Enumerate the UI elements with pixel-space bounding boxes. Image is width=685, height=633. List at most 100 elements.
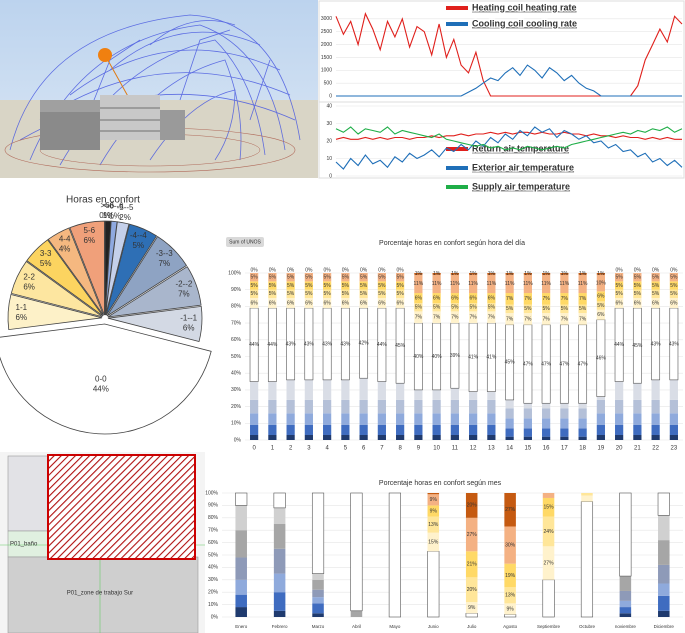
bar-segment: [359, 298, 368, 309]
x-tick-label: Mayo: [389, 624, 401, 629]
pie-slice: [0, 323, 212, 435]
x-tick-label: Abril: [352, 624, 361, 629]
slice-category: -3--3: [156, 249, 173, 258]
bar-segment: [249, 307, 259, 382]
data-label: 5%: [378, 283, 386, 289]
data-label: 40%: [413, 354, 424, 360]
bar-segment: [669, 413, 678, 425]
bar-segment: [235, 492, 248, 506]
bar-segment: [469, 293, 478, 304]
bar-segment: [487, 399, 496, 414]
data-label: 7%: [415, 315, 423, 321]
data-label: 47%: [578, 361, 589, 367]
pie-slice: [47, 227, 104, 316]
bar-segment: [268, 434, 277, 440]
data-label: 5%: [634, 283, 642, 289]
data-label: 7%: [488, 315, 496, 321]
slice-category: 2-2: [23, 272, 35, 281]
bar-segment: [350, 492, 363, 612]
bar-segment: [578, 403, 587, 409]
y-tick-label: 80%: [231, 304, 242, 310]
data-label: 1%: [543, 271, 551, 277]
slice-label: 5%: [40, 259, 52, 268]
data-label: 11%: [450, 281, 460, 287]
data-label: 7%: [543, 296, 551, 302]
data-label: 0%: [378, 267, 386, 273]
data-label: 43%: [322, 341, 333, 347]
bar-segment: [542, 497, 555, 517]
bar-segment: [619, 590, 632, 601]
bar-segment: [268, 273, 277, 282]
bar-segment: [633, 281, 642, 290]
bar-segment: [304, 424, 313, 435]
y-tick-label: 20%: [231, 404, 242, 410]
bar-segment: [596, 301, 605, 310]
data-label: 44%: [267, 342, 278, 348]
data-label: 27%: [544, 560, 555, 566]
data-label: 1%: [451, 271, 459, 277]
data-label: 7%: [579, 316, 587, 322]
data-label: 5%: [634, 291, 642, 297]
bar-segment: [487, 273, 496, 275]
bar-segment: [450, 273, 459, 275]
bar-segment: [487, 293, 496, 304]
data-label: 13%: [428, 522, 439, 528]
render-3d: [0, 0, 318, 178]
data-label: 40%: [432, 354, 443, 360]
bar-segment: [450, 274, 459, 294]
bar-segment: [312, 579, 324, 590]
x-tick-label: 1: [271, 446, 275, 452]
x-tick-label: 20: [616, 446, 623, 452]
y-tick-label: 3000: [321, 16, 332, 22]
bar-segment: [359, 434, 368, 440]
bar-segment: [286, 289, 295, 299]
data-label: 6%: [451, 295, 459, 301]
y-tick-label: 80%: [208, 515, 219, 521]
bar-segment: [323, 273, 332, 282]
bar-segment: [427, 532, 440, 552]
data-label: 5%: [451, 305, 459, 311]
bar-segment: [523, 408, 532, 419]
data-label: 6%: [634, 300, 642, 306]
data-label: 11%: [523, 281, 533, 287]
slice-category: -1--1: [180, 313, 197, 322]
bar-segment: [469, 303, 478, 312]
field-button[interactable]: [226, 237, 264, 247]
data-label: 6%: [287, 300, 295, 306]
data-label: 5%: [305, 291, 313, 297]
data-label: 27%: [505, 507, 516, 513]
data-label: 11%: [468, 281, 478, 287]
bar-segment: [250, 424, 259, 435]
bar-segment: [657, 492, 670, 516]
bar-segment: [615, 289, 624, 299]
x-tick-label: Febrero: [272, 624, 288, 629]
y-tick-label: 10: [326, 156, 332, 162]
slice-label: 6%: [183, 323, 195, 332]
bar-segment: [341, 434, 350, 440]
slice-label: 7%: [159, 259, 171, 268]
bar-segment: [504, 563, 516, 588]
bar-segment: [323, 434, 332, 440]
bar-segment: [304, 281, 313, 290]
chart-frame: [318, 101, 685, 179]
pie-slice: [105, 223, 158, 316]
data-label: 5%: [287, 283, 295, 289]
bar-segment: [560, 273, 569, 275]
data-label: 13%: [505, 593, 516, 599]
bar-segment: [523, 418, 532, 429]
bar-segment: [304, 434, 313, 440]
data-label: 24%: [544, 529, 555, 535]
pie-slice: [26, 239, 104, 317]
bar-segment: [596, 413, 605, 425]
data-label: 11%: [505, 281, 515, 287]
bar-segment: [250, 381, 259, 400]
bar-segment: [578, 273, 587, 275]
bar-segment: [469, 273, 478, 275]
bar-segment: [619, 607, 632, 614]
chart-title: Porcentaje horas en confort según hora d…: [379, 240, 525, 247]
data-label: 5%: [670, 291, 678, 297]
bar-segment: [250, 413, 259, 425]
data-label: 0%: [652, 267, 660, 273]
bar-segment: [286, 273, 295, 282]
data-label: 6%: [305, 300, 313, 306]
